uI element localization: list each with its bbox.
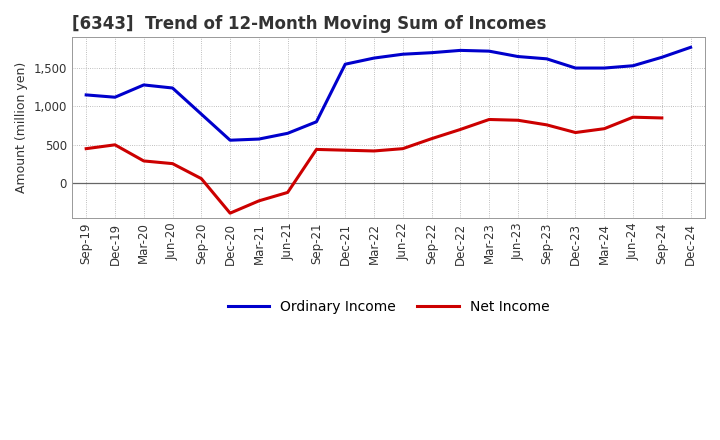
Ordinary Income <box>140 82 148 88</box>
Net Income <box>197 176 206 181</box>
Net Income <box>427 136 436 141</box>
Ordinary Income <box>398 51 407 57</box>
Net Income <box>369 148 378 154</box>
Net Income <box>140 158 148 164</box>
Ordinary Income <box>341 62 349 67</box>
Net Income <box>255 198 264 204</box>
Net Income <box>629 114 637 120</box>
Net Income <box>82 146 91 151</box>
Net Income <box>312 147 321 152</box>
Net Income <box>456 127 464 132</box>
Ordinary Income <box>369 55 378 61</box>
Ordinary Income <box>600 66 608 71</box>
Ordinary Income <box>542 56 551 62</box>
Legend: Ordinary Income, Net Income: Ordinary Income, Net Income <box>228 301 549 315</box>
Ordinary Income <box>513 54 522 59</box>
Net Income <box>226 210 235 216</box>
Ordinary Income <box>111 95 120 100</box>
Ordinary Income <box>686 45 695 50</box>
Ordinary Income <box>168 85 177 91</box>
Line: Ordinary Income: Ordinary Income <box>86 48 690 140</box>
Net Income <box>341 147 349 153</box>
Net Income <box>168 161 177 166</box>
Ordinary Income <box>226 138 235 143</box>
Ordinary Income <box>657 55 666 60</box>
Ordinary Income <box>456 48 464 53</box>
Net Income <box>542 122 551 128</box>
Net Income <box>111 142 120 147</box>
Line: Net Income: Net Income <box>86 117 662 213</box>
Ordinary Income <box>571 66 580 71</box>
Net Income <box>657 115 666 121</box>
Ordinary Income <box>255 136 264 142</box>
Ordinary Income <box>82 92 91 98</box>
Ordinary Income <box>427 50 436 55</box>
Ordinary Income <box>197 111 206 117</box>
Net Income <box>485 117 493 122</box>
Ordinary Income <box>629 63 637 68</box>
Net Income <box>600 126 608 131</box>
Ordinary Income <box>485 48 493 54</box>
Net Income <box>571 130 580 135</box>
Net Income <box>284 190 292 195</box>
Ordinary Income <box>312 119 321 125</box>
Y-axis label: Amount (million yen): Amount (million yen) <box>15 62 28 193</box>
Net Income <box>513 117 522 123</box>
Ordinary Income <box>284 131 292 136</box>
Net Income <box>398 146 407 151</box>
Text: [6343]  Trend of 12-Month Moving Sum of Incomes: [6343] Trend of 12-Month Moving Sum of I… <box>72 15 546 33</box>
